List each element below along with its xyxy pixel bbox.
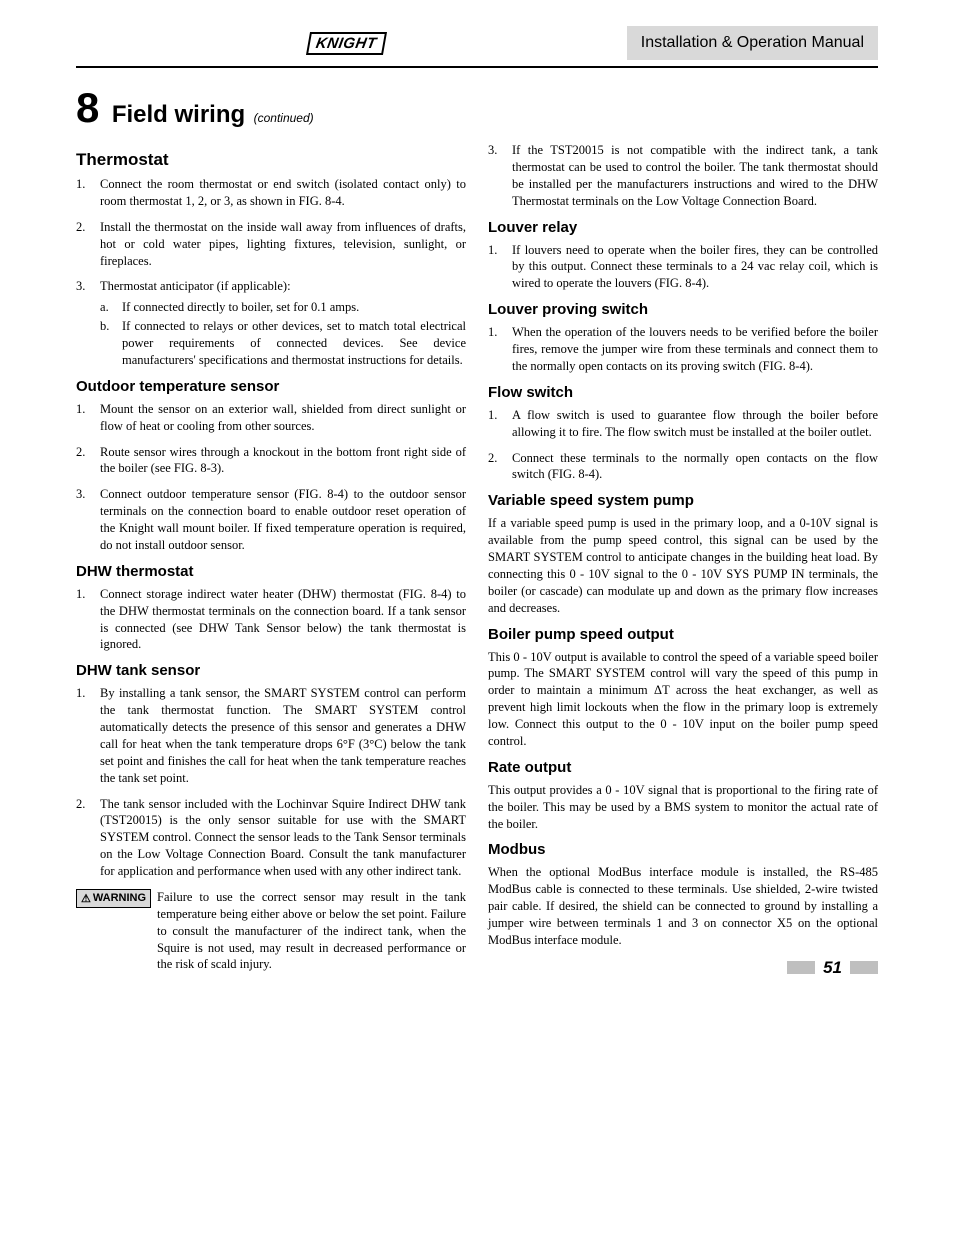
sublist-thermostat: If connected directly to boiler, set for… — [100, 299, 466, 369]
list-thermostat: Connect the room thermostat or end switc… — [76, 176, 466, 369]
list-item: Mount the sensor on an exterior wall, sh… — [76, 401, 466, 435]
page-footer: 51 — [488, 958, 878, 978]
list-dhw-thermostat: Connect storage indirect water heater (D… — [76, 586, 466, 654]
list-item: If the TST20015 is not compatible with t… — [488, 142, 878, 210]
body-rate-output: This output provides a 0 - 10V signal th… — [488, 782, 878, 833]
heading-louver-proving: Louver proving switch — [488, 301, 878, 318]
list-item: Route sensor wires through a knockout in… — [76, 444, 466, 478]
list-item: Connect these terminals to the normally … — [488, 450, 878, 484]
body-boiler-pump: This 0 - 10V output is available to cont… — [488, 649, 878, 750]
list-louver-relay: If louvers need to operate when the boil… — [488, 242, 878, 293]
chapter-title: Field wiring — [112, 101, 245, 128]
list-dhw-tank-cont: If the TST20015 is not compatible with t… — [488, 142, 878, 210]
chapter-continued: (continued) — [254, 111, 314, 125]
left-column: Thermostat Connect the room thermostat o… — [76, 142, 466, 978]
sublist-item: If connected directly to boiler, set for… — [100, 299, 466, 316]
list-outdoor: Mount the sensor on an exterior wall, sh… — [76, 401, 466, 554]
list-item: The tank sensor included with the Lochin… — [76, 796, 466, 880]
header-logo-wrap: KNIGHT — [76, 32, 617, 55]
warning-text: Failure to use the correct sensor may re… — [157, 889, 466, 973]
sublist-item: If connected to relays or other devices,… — [100, 318, 466, 369]
heading-rate-output: Rate output — [488, 759, 878, 776]
list-louver-proving: When the operation of the louvers needs … — [488, 324, 878, 375]
heading-flow-switch: Flow switch — [488, 384, 878, 401]
page-header: KNIGHT Installation & Operation Manual — [76, 20, 878, 68]
heading-thermostat: Thermostat — [76, 150, 466, 170]
list-dhw-tank: By installing a tank sensor, the SMART S… — [76, 685, 466, 880]
heading-modbus: Modbus — [488, 841, 878, 858]
footer-decoration — [850, 961, 878, 974]
list-item: Thermostat anticipator (if applicable): … — [76, 278, 466, 368]
heading-dhw-tank: DHW tank sensor — [76, 662, 466, 679]
list-item: Connect storage indirect water heater (D… — [76, 586, 466, 654]
list-item-text: Thermostat anticipator (if applicable): — [100, 279, 291, 293]
warning-label-text: WARNING — [93, 892, 146, 904]
list-item: If louvers need to operate when the boil… — [488, 242, 878, 293]
chapter-heading: 8 Field wiring (continued) — [76, 84, 878, 132]
list-item: Connect the room thermostat or end switc… — [76, 176, 466, 210]
manual-title: Installation & Operation Manual — [627, 26, 878, 60]
warning-label: ⚠ WARNING — [76, 889, 151, 908]
footer-decoration — [787, 961, 815, 974]
list-item: By installing a tank sensor, the SMART S… — [76, 685, 466, 786]
list-item: Connect outdoor temperature sensor (FIG.… — [76, 486, 466, 554]
brand-logo: KNIGHT — [306, 32, 387, 55]
heading-dhw-thermostat: DHW thermostat — [76, 563, 466, 580]
list-item: When the operation of the louvers needs … — [488, 324, 878, 375]
page-number: 51 — [823, 958, 842, 978]
content-columns: Thermostat Connect the room thermostat o… — [76, 142, 878, 978]
warning-icon: ⚠ — [81, 892, 91, 905]
heading-louver-relay: Louver relay — [488, 219, 878, 236]
right-column: If the TST20015 is not compatible with t… — [488, 142, 878, 978]
heading-variable-pump: Variable speed system pump — [488, 492, 878, 509]
chapter-number: 8 — [76, 84, 99, 131]
list-item: Install the thermostat on the inside wal… — [76, 219, 466, 270]
list-item: A flow switch is used to guarantee flow … — [488, 407, 878, 441]
heading-boiler-pump: Boiler pump speed output — [488, 626, 878, 643]
body-modbus: When the optional ModBus interface modul… — [488, 864, 878, 948]
list-flow-switch: A flow switch is used to guarantee flow … — [488, 407, 878, 484]
heading-outdoor: Outdoor temperature sensor — [76, 378, 466, 395]
warning-block: ⚠ WARNING Failure to use the correct sen… — [76, 889, 466, 973]
body-variable-pump: If a variable speed pump is used in the … — [488, 515, 878, 616]
